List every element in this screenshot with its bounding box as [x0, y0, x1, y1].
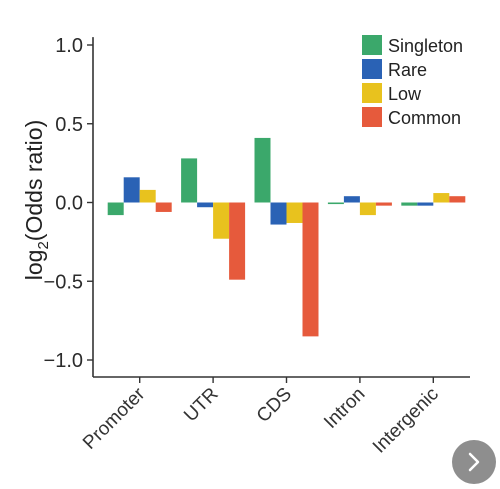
- y-axis-title-rest: (Odds ratio): [21, 120, 47, 241]
- bar-rare-promoter: [123, 177, 140, 203]
- bar-low-cds: [286, 202, 303, 223]
- legend-swatch-common: [362, 107, 382, 127]
- legend-swatch-singleton: [362, 35, 382, 55]
- y-tick-label: 0.0: [55, 193, 83, 215]
- legend-label-singleton: Singleton: [388, 36, 463, 56]
- bars: [107, 137, 466, 337]
- bar-rare-cds: [270, 202, 287, 225]
- legend-label-common: Common: [388, 108, 461, 128]
- y-axis-title: log2(Odds ratio): [21, 120, 52, 280]
- y-axis-title-sub: 2: [35, 241, 52, 249]
- bar-common-intron: [375, 202, 392, 206]
- bar-rare-utr: [197, 202, 214, 208]
- x-tick-label: UTR: [180, 384, 222, 426]
- bar-singleton-intron: [327, 202, 344, 205]
- bar-low-intron: [359, 202, 376, 216]
- bar-low-utr: [213, 202, 230, 239]
- y-tick-label: −0.5: [44, 271, 83, 293]
- legend: Singleton Rare Low Common: [362, 35, 463, 128]
- bar-common-intergenic: [449, 196, 466, 203]
- x-tick-label: Intron: [320, 384, 369, 433]
- y-tick-label: 0.5: [55, 114, 83, 136]
- y-tick-label: −1.0: [44, 350, 83, 372]
- x-tick-label: Intergenic: [369, 384, 443, 458]
- bar-singleton-cds: [254, 137, 271, 203]
- x-tick-label: Promoter: [79, 383, 150, 454]
- x-tick-label: CDS: [253, 384, 296, 427]
- legend-swatch-rare: [362, 59, 382, 79]
- bar-low-intergenic: [433, 193, 450, 203]
- legend-swatch-low: [362, 83, 382, 103]
- bar-singleton-intergenic: [401, 202, 418, 206]
- legend-label-rare: Rare: [388, 60, 427, 80]
- bar-low-promoter: [139, 189, 156, 203]
- bar-common-utr: [229, 202, 246, 280]
- bar-common-cds: [302, 202, 319, 337]
- svg-text:log2(Odds ratio): log2(Odds ratio): [21, 120, 52, 280]
- bar-rare-intron: [343, 196, 360, 203]
- legend-label-low: Low: [388, 84, 422, 104]
- bar-common-promoter: [155, 202, 172, 212]
- y-axis-title-main: log: [21, 250, 47, 281]
- category-labels: Promoter UTR CDS Intron Intergenic: [79, 383, 443, 457]
- chevron-right-icon: [468, 452, 480, 472]
- y-tick-label: 1.0: [55, 35, 83, 57]
- bar-rare-intergenic: [417, 202, 434, 206]
- axes: 1.0 0.5 0.0 −0.5 −1.0: [44, 35, 470, 383]
- bar-singleton-utr: [181, 158, 198, 203]
- bar-singleton-promoter: [107, 202, 124, 216]
- next-button[interactable]: [452, 440, 496, 484]
